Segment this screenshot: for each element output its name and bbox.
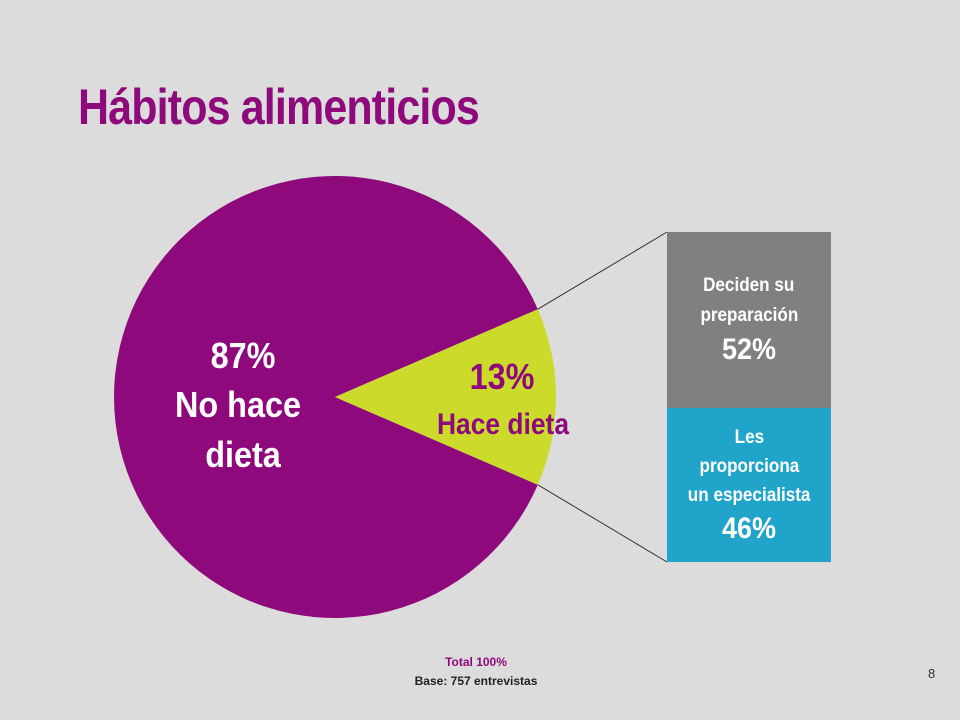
slice-label-no-hace-dieta-line2: dieta (205, 435, 282, 475)
breakdown-segment-deciden: Deciden su preparación 52% (667, 232, 831, 408)
breakdown-label-line: preparación (700, 305, 798, 326)
pie-slice-no-hace-dieta (114, 176, 538, 619)
footer-note: Total 100% Base: 757 entrevistas (415, 653, 538, 691)
connector-line-bottom (537, 484, 668, 563)
slice-label-no-hace-dieta-percent: 87% (211, 336, 276, 376)
breakdown-label-line: Deciden su (703, 275, 795, 296)
slice-label-hace-dieta-percent: 13% (470, 357, 535, 397)
slice-label-no-hace-dieta-line1: No hace (175, 385, 301, 425)
page-title: Hábitos alimenticios (78, 79, 480, 135)
breakdown-label-line: Les (734, 426, 764, 448)
base-note: Base: 757 entrevistas (414, 674, 538, 688)
slice-label-hace-dieta-name: Hace dieta (437, 406, 569, 440)
connector-line-top (537, 231, 668, 310)
breakdown-segment-especialista: Les proporciona un especialista 46% (667, 408, 831, 562)
breakdown-label-line: un especialista (687, 484, 811, 506)
breakdown-value: 46% (721, 511, 777, 545)
total-note: Total 100% (445, 655, 507, 669)
breakdown-value: 52% (721, 333, 777, 366)
page-number: 8 (928, 666, 936, 681)
breakdown-label-line: proporciona (699, 455, 799, 477)
pie-slice-hace-dieta (335, 309, 556, 485)
